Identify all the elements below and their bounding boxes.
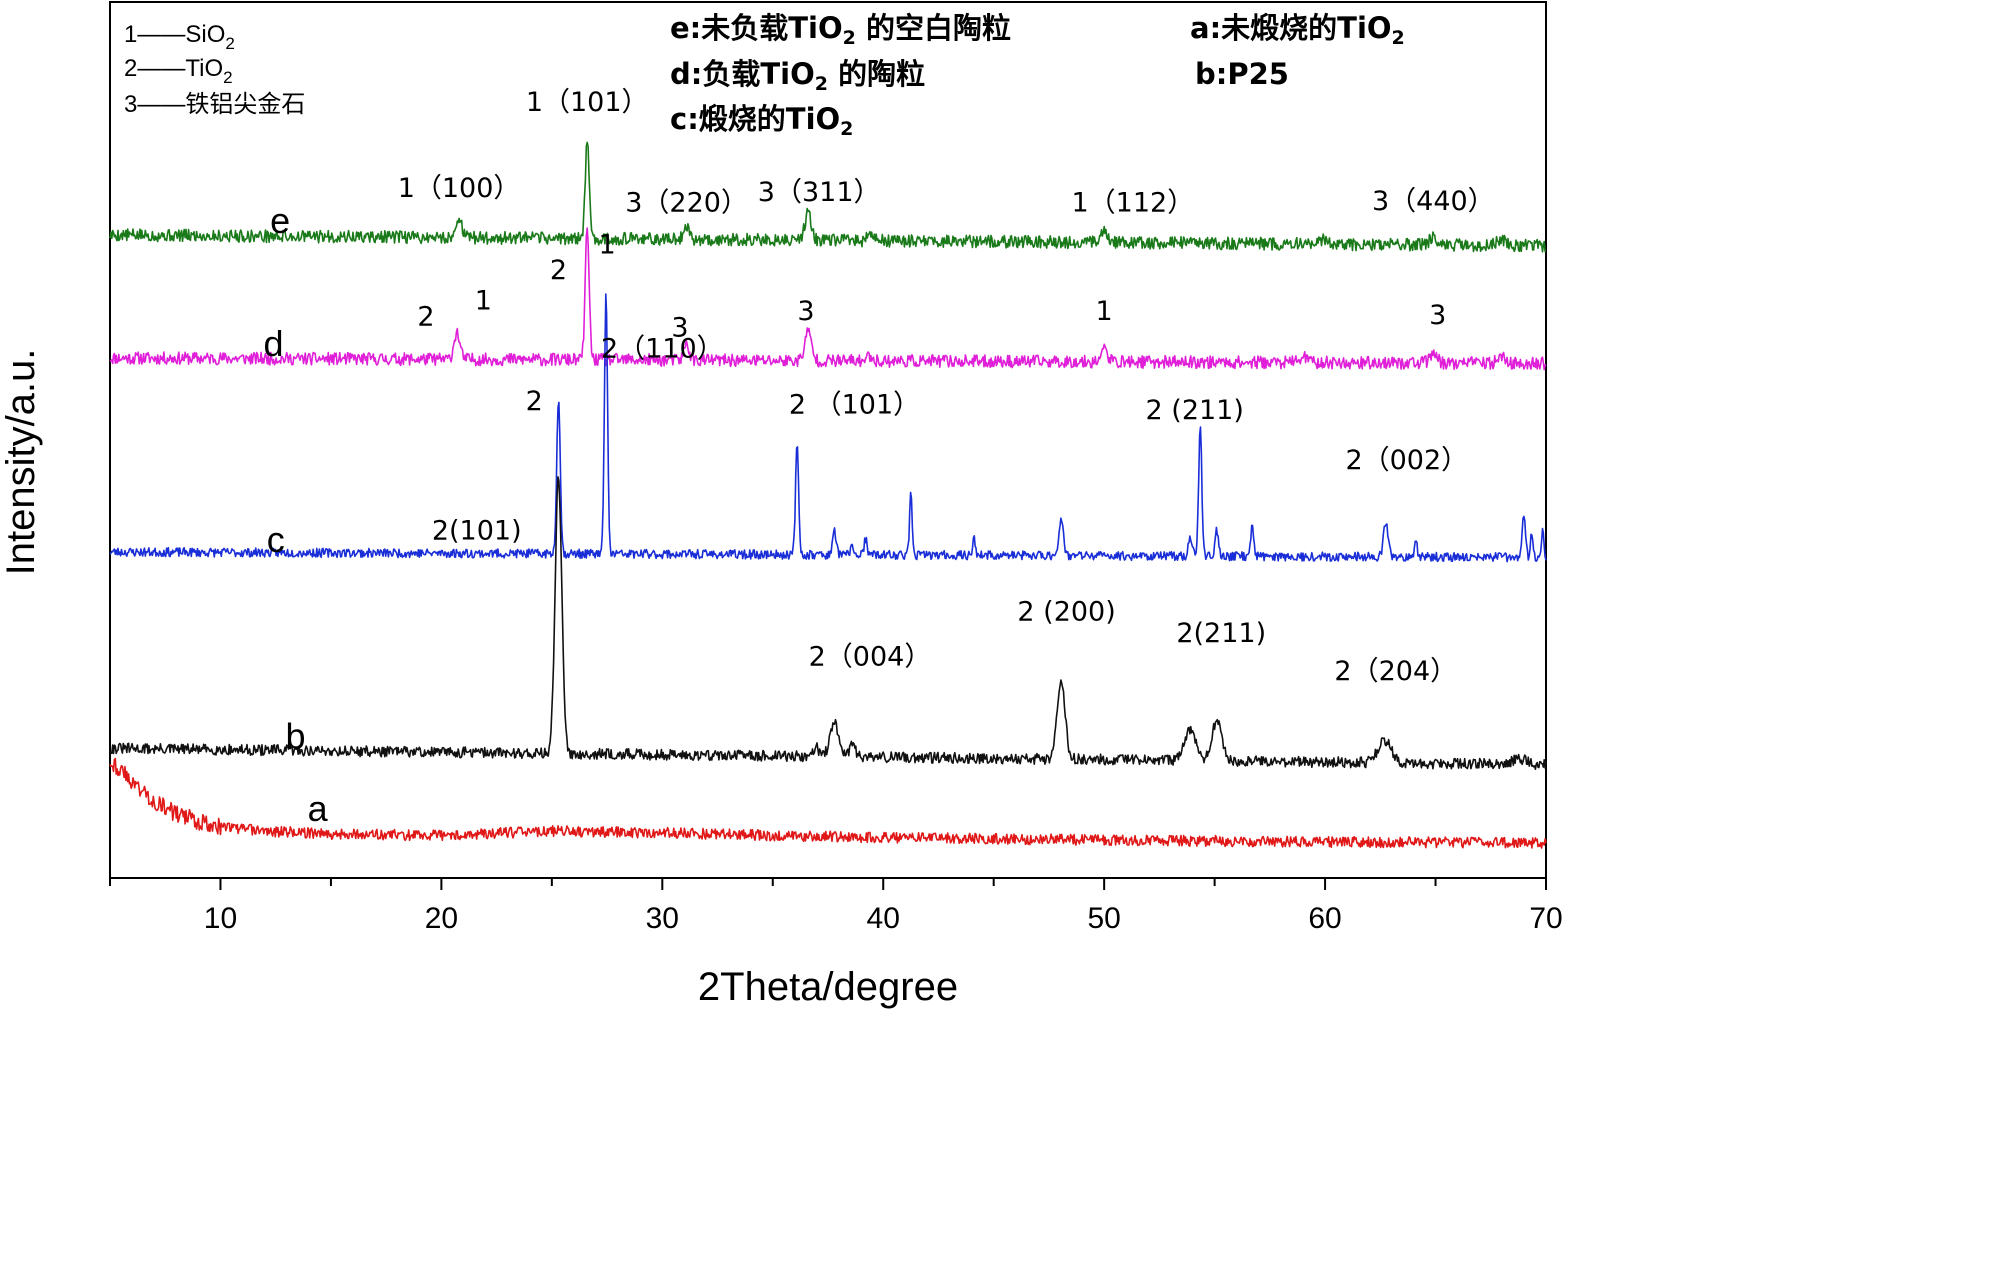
plot-background bbox=[0, 0, 1568, 1010]
peak-label-d: 3 bbox=[671, 312, 688, 343]
peak-label-c: 2 （101） bbox=[789, 389, 920, 420]
peak-label-e: 3（311） bbox=[758, 177, 881, 208]
series-label-d: d bbox=[263, 323, 283, 364]
peak-label-b: 2(211) bbox=[1176, 618, 1266, 649]
series-labels: e d c ba bbox=[263, 200, 328, 829]
peak-label-d: 1 bbox=[598, 230, 615, 261]
peak-label-d: 2 bbox=[417, 302, 434, 333]
peak-label-d: 1 bbox=[1096, 296, 1113, 327]
sample-legend-entry: c:煅烧的TiO2 bbox=[670, 102, 853, 140]
x-axis-title: 2Theta/degree bbox=[698, 965, 958, 1009]
plot-frame bbox=[109, 1, 1547, 879]
sample-legend: e:未负载TiO2 的空白陶粒 a:未煅烧的TiO2 d:负载TiO2 的陶粒 … bbox=[670, 11, 1405, 140]
sample-legend-entry: d:负载TiO2 的陶粒 bbox=[670, 57, 925, 95]
series-label-c: c bbox=[267, 519, 285, 560]
peak-label-e: 1（101） bbox=[526, 87, 649, 118]
peak-label-c: 2 (211) bbox=[1146, 395, 1244, 426]
series-label-e: e bbox=[270, 200, 290, 241]
peak-label-b: 2（004） bbox=[809, 642, 932, 673]
xrd-chart: 10 20 30 40 50 60 70 1（100） 1（101） 3（220） 3（311） 1… bbox=[0, 0, 1568, 1010]
x-axis-ticks bbox=[109, 878, 1547, 890]
series-d-line bbox=[109, 227, 1547, 371]
x-tick-label: 10 bbox=[204, 902, 237, 935]
phase-legend-entry: 2——TiO2 bbox=[124, 55, 233, 87]
peak-label-d: 3 bbox=[1429, 300, 1446, 331]
traces bbox=[109, 141, 1547, 849]
peak-label-e: 1（100） bbox=[398, 173, 521, 204]
phase-legend-entry: 1——SiO2 bbox=[124, 21, 235, 53]
x-tick-label: 20 bbox=[425, 902, 458, 935]
x-tick-label: 50 bbox=[1087, 902, 1120, 935]
peak-label-c: 2 bbox=[526, 386, 543, 417]
y-axis-title: Intensity/a.u. bbox=[0, 349, 43, 576]
peak-labels: 1（100）1（101）3（220） 3（311） 1（112） 3（440）2121… bbox=[398, 87, 1495, 687]
peak-label-b: 2（204） bbox=[1334, 656, 1457, 687]
series-label-b: b bbox=[286, 715, 306, 756]
phase-legend-entry: 3——铁铝尖金石 bbox=[124, 91, 305, 118]
peak-label-b: 2(101) bbox=[432, 516, 522, 547]
series-b-line bbox=[109, 476, 1547, 771]
sample-legend-entry: b:P25 bbox=[1195, 57, 1289, 91]
peak-label-c: 2（110） bbox=[601, 334, 724, 365]
series-a-line bbox=[109, 757, 1547, 849]
peak-label-e: 3（440） bbox=[1372, 186, 1495, 217]
peak-label-d: 3 bbox=[797, 296, 814, 327]
peak-label-d: 2 bbox=[550, 255, 567, 286]
peak-label-d: 1 bbox=[475, 285, 492, 316]
peak-label-c: 2（002） bbox=[1345, 445, 1468, 476]
peak-label-e: 1（112） bbox=[1072, 188, 1195, 219]
x-axis-tick-labels: 10 20 30 40 50 60 70 bbox=[204, 902, 1563, 935]
x-tick-label: 30 bbox=[646, 902, 679, 935]
peak-label-b: 2 (200) bbox=[1017, 597, 1115, 628]
series-c-line bbox=[109, 293, 1547, 563]
x-tick-label: 70 bbox=[1529, 902, 1562, 935]
x-tick-label: 40 bbox=[867, 902, 900, 935]
x-tick-label: 60 bbox=[1308, 902, 1341, 935]
sample-legend-entry: e:未负载TiO2 的空白陶粒 bbox=[670, 11, 1011, 49]
sample-legend-entry: a:未煅烧的TiO2 bbox=[1190, 11, 1405, 49]
series-e-line bbox=[109, 141, 1547, 253]
peak-label-e: 3（220） bbox=[625, 188, 748, 219]
series-label-a: a bbox=[308, 788, 329, 829]
phase-legend: 1——SiO2 2——TiO2 3——铁铝尖金石 bbox=[124, 21, 305, 118]
